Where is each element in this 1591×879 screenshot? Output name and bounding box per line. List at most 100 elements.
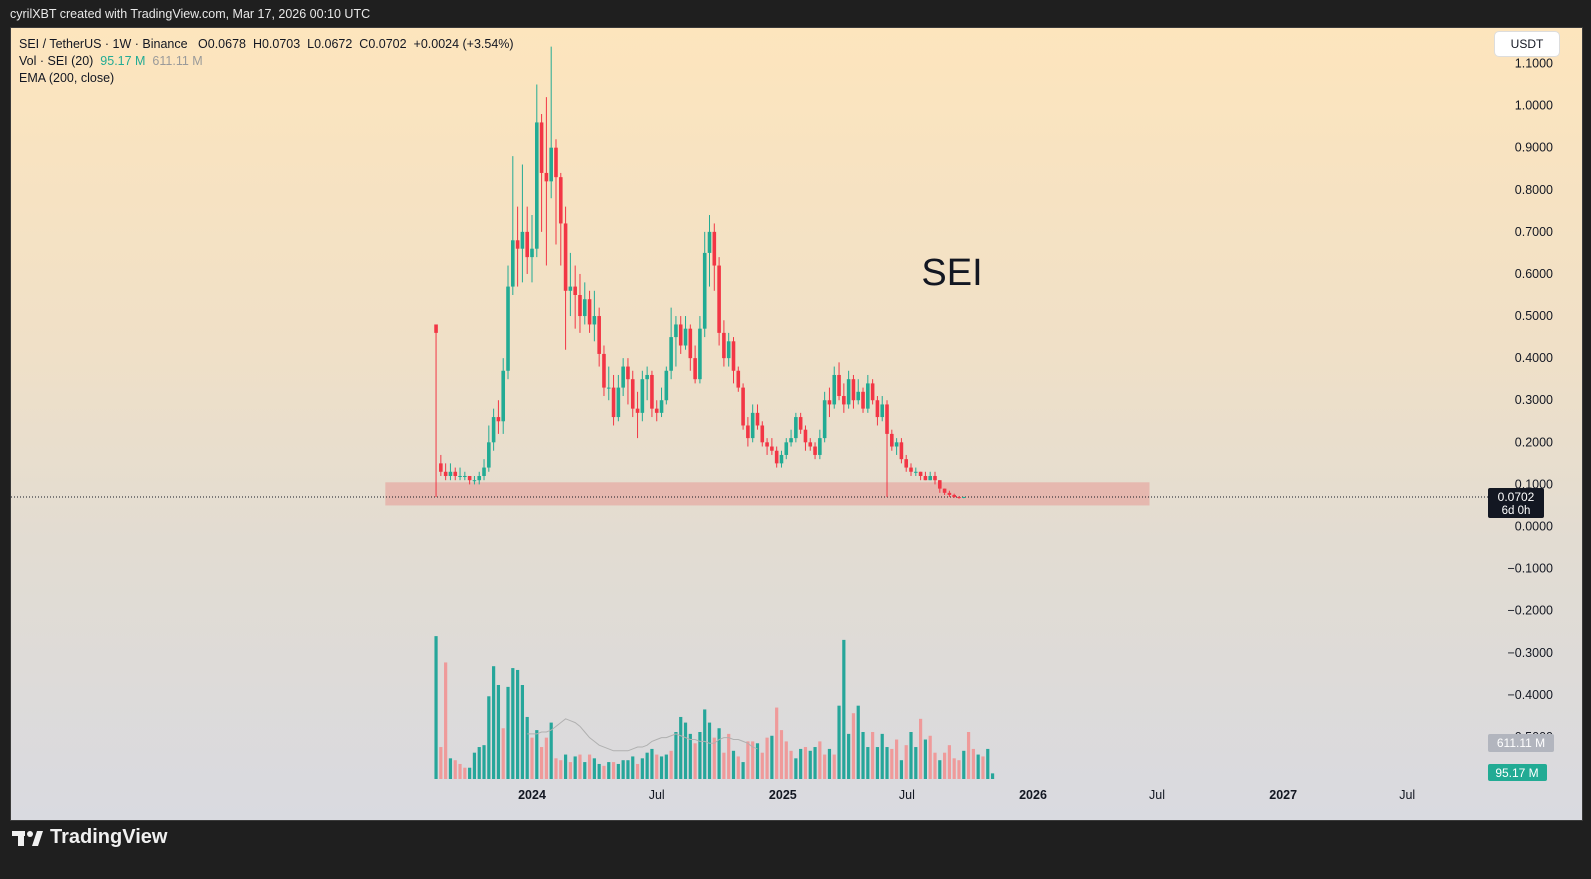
volume-bar bbox=[626, 760, 630, 779]
candle-body bbox=[832, 374, 837, 405]
volume-bar bbox=[904, 745, 908, 779]
y-tick-label: −0.3000 bbox=[1507, 646, 1553, 660]
currency-button[interactable]: USDT bbox=[1495, 32, 1559, 56]
symbol-label[interactable]: SEI / TetherUS · 1W · Binance bbox=[19, 37, 188, 51]
volume-bar bbox=[487, 696, 491, 779]
candle-body bbox=[439, 463, 443, 472]
annotation-text: SEI bbox=[921, 252, 982, 294]
volume-bar bbox=[453, 760, 457, 779]
y-tick-label: −0.1000 bbox=[1507, 562, 1553, 576]
volume-bar bbox=[990, 773, 995, 779]
volume-bar bbox=[535, 730, 539, 779]
volume-bar bbox=[592, 758, 596, 779]
candle-body bbox=[669, 337, 673, 371]
volume-bar bbox=[578, 754, 582, 779]
candle-body bbox=[784, 442, 789, 455]
candle-body bbox=[918, 471, 923, 476]
volume-bar bbox=[971, 748, 975, 779]
candle-body bbox=[933, 475, 937, 481]
candle-body bbox=[846, 379, 851, 405]
candle-body bbox=[554, 147, 558, 178]
volume-bar bbox=[621, 760, 625, 779]
ema-legend-row[interactable]: EMA (200, close) bbox=[19, 71, 115, 85]
volume-bar bbox=[976, 754, 980, 779]
candle-body bbox=[885, 404, 889, 434]
price-chart[interactable]: 1.1000 1.0000 0.9000 0.8000 0.7000 0.6000 0.50… bbox=[11, 28, 1582, 820]
open-value: O0.0678 bbox=[198, 37, 246, 51]
volume-bar bbox=[669, 750, 673, 779]
candle-body bbox=[674, 324, 678, 338]
volume-bar bbox=[895, 739, 899, 779]
candle-body bbox=[688, 328, 693, 359]
volume-bar bbox=[477, 747, 481, 779]
candle-body bbox=[755, 412, 760, 426]
volume-bar bbox=[674, 732, 678, 779]
candle-body bbox=[774, 450, 779, 464]
volume-value: 95.17 M bbox=[100, 54, 146, 68]
x-tick-label: 2027 bbox=[1269, 788, 1297, 802]
volume-bar bbox=[434, 636, 438, 779]
y-tick-label: 0.7000 bbox=[1515, 225, 1553, 239]
volume-bar bbox=[444, 662, 448, 779]
volume-bar bbox=[616, 763, 620, 779]
candle-body bbox=[534, 122, 539, 249]
volume-bar bbox=[827, 748, 832, 779]
candle-body bbox=[458, 475, 462, 477]
candle-body bbox=[539, 122, 544, 173]
candle-body bbox=[520, 231, 525, 249]
volume-bar bbox=[847, 733, 851, 779]
close-value: C0.0702 bbox=[359, 37, 407, 51]
y-tick-label: 0.2000 bbox=[1515, 435, 1553, 449]
candle-body bbox=[515, 240, 520, 249]
volume-bar bbox=[760, 752, 764, 779]
volume-bar bbox=[568, 762, 572, 779]
candle-body bbox=[616, 387, 621, 418]
candle-body bbox=[443, 471, 448, 476]
volume-bar bbox=[659, 756, 664, 779]
volume-bar bbox=[468, 767, 472, 779]
candle-body bbox=[909, 467, 913, 472]
y-tick-label: 0.0000 bbox=[1515, 520, 1553, 534]
candle-body bbox=[611, 387, 616, 418]
volume-bar bbox=[823, 754, 827, 779]
chart-frame[interactable]: 1.1000 1.0000 0.9000 0.8000 0.7000 0.6000 0.50… bbox=[10, 27, 1583, 821]
candle-body bbox=[770, 446, 774, 451]
volume-bar bbox=[765, 737, 769, 779]
candle-body bbox=[875, 400, 880, 418]
candle-body bbox=[923, 475, 928, 481]
volume-bar bbox=[808, 750, 812, 779]
x-tick-label: 2024 bbox=[518, 788, 546, 802]
volume-bar bbox=[933, 752, 937, 779]
volume-bar bbox=[851, 713, 856, 779]
volume-bar bbox=[842, 639, 846, 779]
candle-body bbox=[525, 231, 530, 258]
volume-bar bbox=[655, 754, 659, 779]
volume-bar bbox=[640, 758, 644, 779]
candle-body bbox=[827, 400, 832, 405]
candle-body bbox=[904, 459, 909, 468]
volume-ma-value: 611.11 M bbox=[152, 54, 203, 68]
volume-bar bbox=[712, 737, 716, 779]
candle-body bbox=[587, 299, 592, 325]
volume-bar bbox=[554, 758, 558, 779]
candle-body bbox=[578, 295, 582, 317]
candle-body bbox=[870, 383, 875, 401]
volume-bar bbox=[899, 760, 904, 779]
volume-bar bbox=[650, 748, 654, 779]
volume-bar bbox=[693, 743, 697, 779]
candle-body bbox=[818, 438, 822, 455]
change-value: +0.0024 (+3.54%) bbox=[413, 37, 514, 51]
volume-bar bbox=[923, 739, 927, 779]
volume-bar bbox=[942, 752, 947, 779]
volume-bar bbox=[981, 756, 985, 779]
volume-bar bbox=[875, 747, 880, 779]
volume-bar bbox=[683, 722, 688, 779]
volume-bar bbox=[496, 685, 501, 779]
candle-body bbox=[837, 374, 841, 397]
candle-body bbox=[549, 147, 553, 182]
tradingview-logo[interactable]: TradingView bbox=[12, 826, 167, 849]
candle-body bbox=[467, 475, 472, 481]
volume-bar bbox=[544, 737, 548, 779]
last-price-value: 0.0702 bbox=[1498, 490, 1535, 504]
volume-legend-row[interactable]: Vol · SEI (20) 95.17 M 611.11 M bbox=[19, 53, 514, 70]
